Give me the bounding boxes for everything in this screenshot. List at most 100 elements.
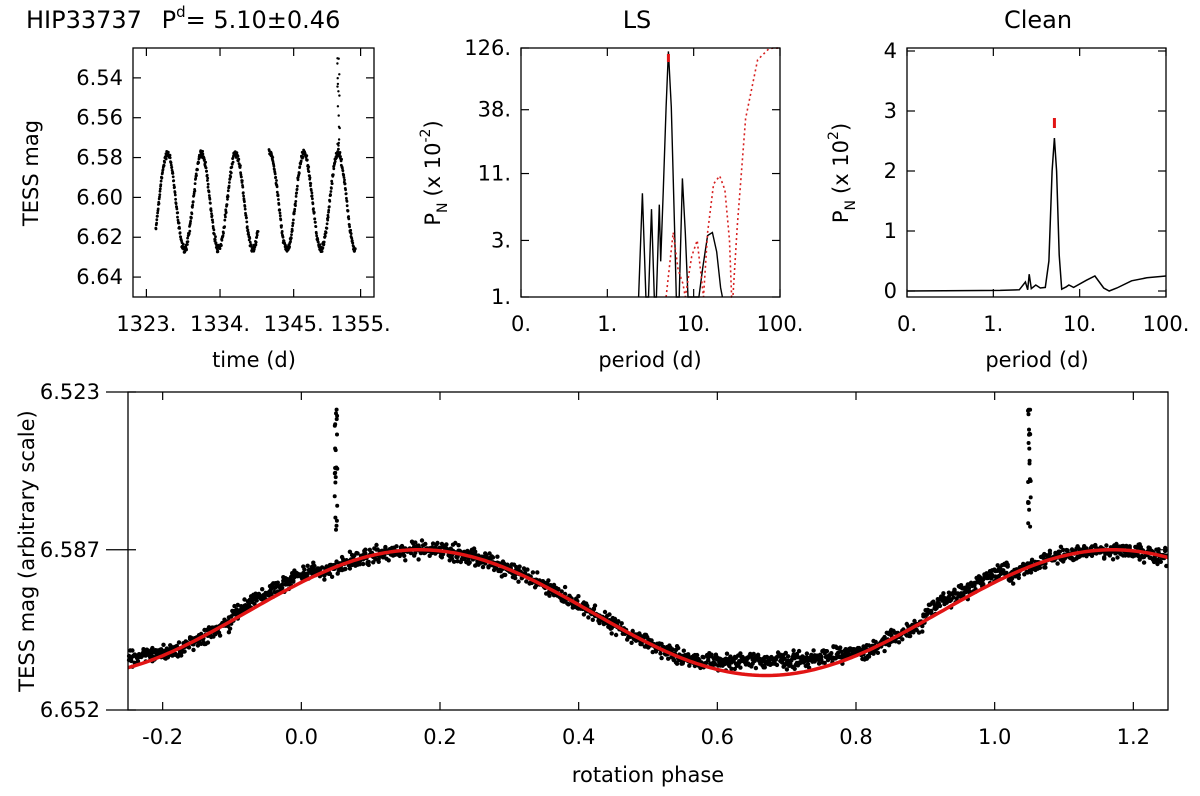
light-curve-flare-point [337, 90, 340, 93]
light-curve-point [322, 240, 326, 244]
phase-point [592, 603, 598, 608]
clean-ylabel-p: P [829, 210, 853, 223]
clean-ylabel: PN (x 102) [826, 123, 859, 223]
ls-ylabel: PN (x 10-2) [418, 120, 451, 225]
phase-point [585, 603, 590, 609]
light-curve-point [207, 190, 211, 194]
phase-point [782, 656, 787, 661]
phase-flare-point [332, 423, 337, 428]
light-curve-ticks: 1323. 1334. 1345. 1355. 6.54 6.56 6.58 6.60 6.62… [76, 48, 391, 336]
light-curve-point [277, 203, 281, 206]
light-curve-point [157, 202, 161, 206]
light-curve-ytick-label: 6.56 [76, 106, 123, 130]
light-curve-point [181, 242, 185, 246]
phase-point [455, 559, 460, 564]
phase-point [517, 564, 522, 569]
light-curve-point [222, 231, 225, 235]
light-curve-point [155, 218, 159, 222]
phase-point [581, 612, 587, 617]
phase-point [783, 650, 788, 656]
ls-ylabel-unit: (x 10 [421, 142, 445, 196]
light-curve-point [343, 178, 346, 182]
phase-point [981, 582, 986, 587]
light-curve-point [229, 171, 233, 175]
light-curve-point [345, 200, 349, 203]
phase-frame [127, 391, 1169, 711]
period-value: = 5.10±0.46 [186, 6, 341, 34]
phase-point [205, 640, 211, 645]
clean-ticks: 0. 1. 10. 100. 0 1 2 3 4 [884, 39, 1190, 336]
light-curve-point [235, 151, 239, 155]
light-curve-point [197, 161, 201, 165]
phase-point [1115, 555, 1120, 560]
phase-point [597, 620, 602, 626]
phase-point [329, 574, 335, 579]
clean-ytick-label: 3 [884, 99, 897, 123]
light-curve-point [172, 179, 176, 183]
phase-flare-point [333, 470, 338, 475]
light-curve-point [155, 221, 159, 225]
light-curve-xtick-label: 1323. [116, 312, 176, 336]
ls-xlabel: period (d) [598, 348, 701, 372]
phase-point [1009, 576, 1015, 581]
light-curve-point [240, 175, 243, 179]
clean-xtick-label: 100. [1143, 312, 1190, 336]
light-curve-point [173, 191, 177, 195]
light-curve-point [305, 158, 309, 162]
phase-point [456, 543, 461, 548]
phase-flare-point [1026, 500, 1031, 504]
phase-point [966, 586, 972, 591]
light-curve-point [211, 220, 215, 224]
light-curve-point [173, 185, 176, 189]
light-curve-flare-point [337, 57, 340, 60]
light-curve-point [216, 250, 220, 254]
phase-xtick-label: 1.0 [978, 725, 1011, 749]
light-curve-point [254, 243, 258, 247]
light-curve-point [310, 194, 314, 198]
phase-point [312, 563, 317, 569]
phase-point [530, 570, 536, 575]
light-curve-point [210, 214, 214, 218]
phase-point [738, 665, 743, 670]
light-curve-point [322, 242, 326, 246]
light-curve-point [245, 225, 249, 229]
phase-flare-point [333, 515, 338, 520]
light-curve-point [163, 161, 167, 164]
phase-xtick-label: 0.0 [285, 725, 318, 749]
light-curve-point [174, 197, 178, 201]
phase-point [712, 662, 717, 667]
phase-point [676, 645, 681, 651]
phase-point [732, 666, 737, 672]
phase-point [751, 651, 756, 657]
light-curve-point [349, 228, 353, 232]
phase-flare-point [1028, 495, 1033, 500]
phase-point [1047, 551, 1053, 556]
phase-panel: -0.2 0.0 0.2 0.4 0.6 0.8 1.0 1.2 6.523 6.587 6.652… [15, 380, 1169, 787]
phase-point [616, 619, 621, 624]
phase-point [275, 580, 280, 585]
light-curve-point [225, 203, 229, 207]
phase-point [367, 547, 372, 552]
light-curve-point [311, 202, 315, 206]
light-curve-point [248, 236, 252, 240]
phase-point [182, 649, 187, 654]
phase-point [195, 643, 201, 648]
light-curve-point [160, 176, 164, 180]
phase-point [513, 575, 518, 581]
phase-point [347, 549, 353, 554]
phase-flare-point [334, 523, 339, 528]
phase-point [896, 640, 902, 645]
phase-flare-point [1027, 427, 1031, 432]
phase-fit-curve [127, 548, 1169, 678]
light-curve-ylabel: TESS mag [19, 120, 43, 227]
light-curve-point [345, 204, 349, 208]
light-curve-point [310, 191, 314, 195]
phase-flare-point [334, 407, 339, 412]
light-curve-point [291, 222, 295, 225]
light-curve-flare-point [336, 142, 339, 146]
phase-point [1041, 555, 1046, 560]
light-curve-point [245, 216, 248, 220]
phase-flare-point [335, 432, 339, 437]
ls-window-curve [665, 47, 781, 298]
phase-point [268, 586, 274, 592]
